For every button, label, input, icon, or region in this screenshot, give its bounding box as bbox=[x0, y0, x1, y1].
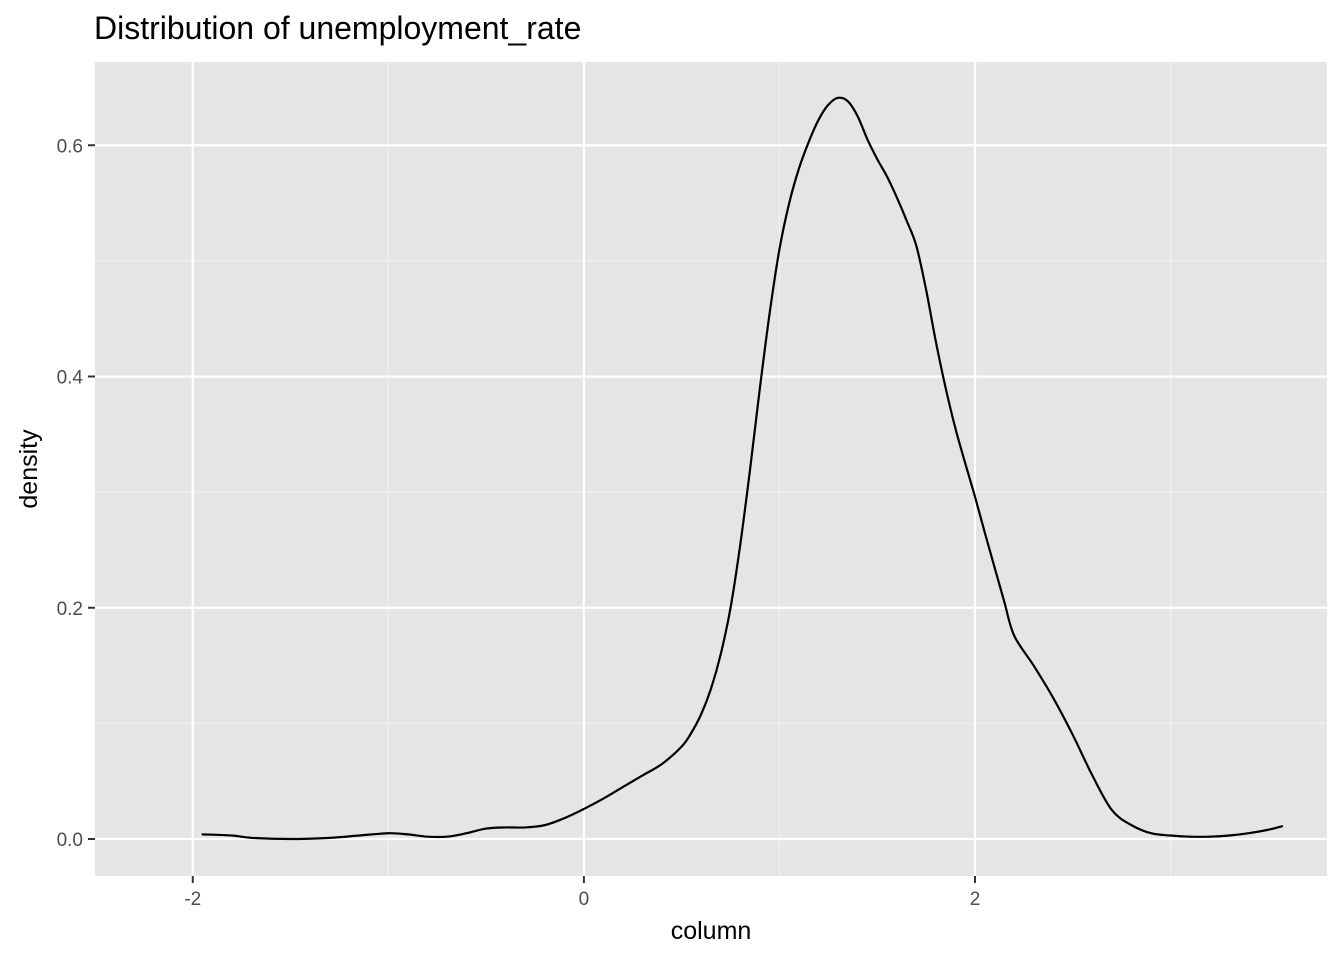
density-series bbox=[201, 96, 1284, 841]
x-tick-label: -2 bbox=[184, 889, 201, 910]
x-axis-title: column bbox=[671, 917, 752, 945]
density-line bbox=[201, 96, 1284, 841]
y-tick-label: 0.6 bbox=[57, 136, 83, 157]
plot-panel bbox=[95, 62, 1327, 876]
y-tick-label: 0.0 bbox=[57, 830, 83, 851]
y-axis-title: density bbox=[15, 429, 43, 509]
x-tick-label: 0 bbox=[579, 889, 590, 910]
y-tick-label: 0.4 bbox=[57, 368, 84, 389]
y-tick-label: 0.2 bbox=[57, 599, 83, 620]
chart-title: Distribution of unemployment_rate bbox=[94, 10, 581, 46]
axes: -2 0 2 0.0 0.2 0.4 0.6 bbox=[57, 136, 981, 910]
x-tick-label: 2 bbox=[970, 889, 981, 910]
